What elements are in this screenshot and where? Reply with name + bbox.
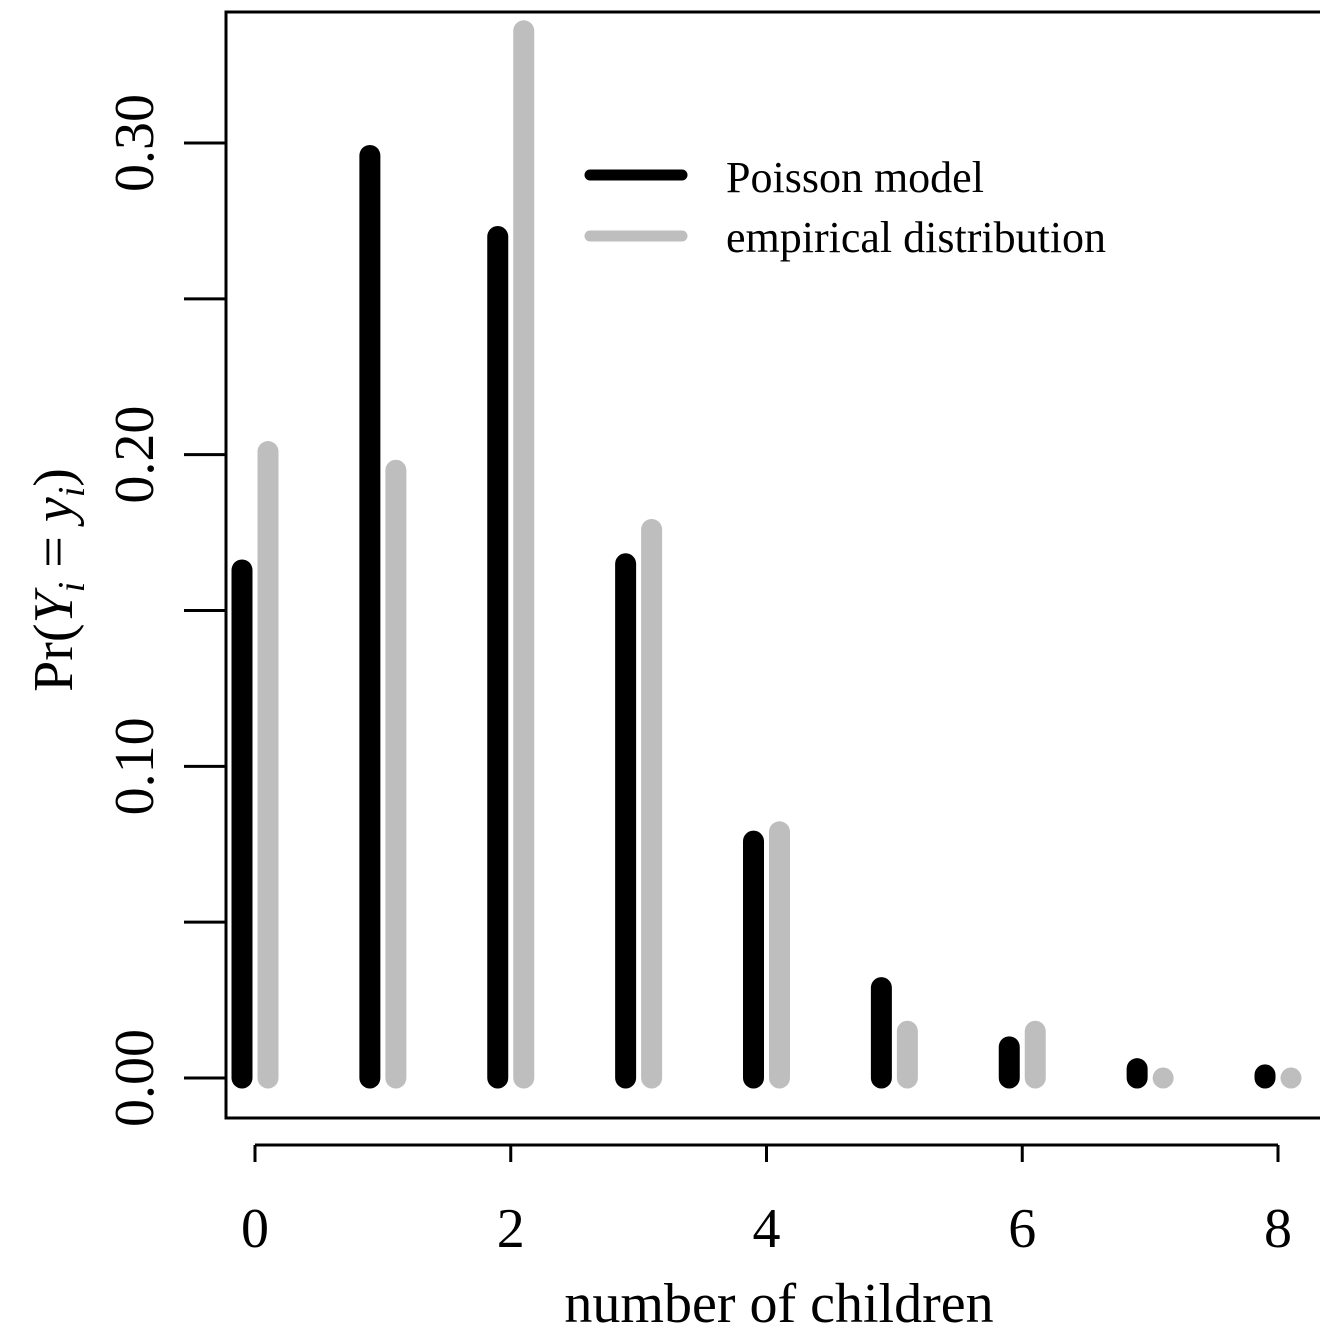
y-axis-label: Pr(Yi = yi) [23,468,93,692]
x-tick-label-6: 6 [1008,1198,1036,1260]
x-tick-label-0: 0 [241,1198,269,1260]
x-tick-label-2: 2 [497,1198,525,1260]
y-tick-label-6: 0.30 [104,94,166,192]
x-tick-label-4: 4 [753,1198,781,1260]
bars-layer [231,20,1302,1089]
y-tick-label-2: 0.10 [104,717,166,815]
x-axis-label: number of children [564,1273,993,1335]
y-tick-label-4: 0.20 [104,406,166,504]
y-tick-label-0: 0.00 [104,1029,166,1127]
legend-label-empirical: empirical distribution [726,213,1106,262]
axes-layer: 0 2 4 6 8 0.00 0.10 0.20 0.30 [104,10,1320,1260]
legend-label-poisson: Poisson model [726,153,984,202]
x-tick-label-8: 8 [1264,1198,1292,1260]
legend: Poisson model empirical distribution [584,153,1106,262]
plot-frame [224,10,1320,1120]
